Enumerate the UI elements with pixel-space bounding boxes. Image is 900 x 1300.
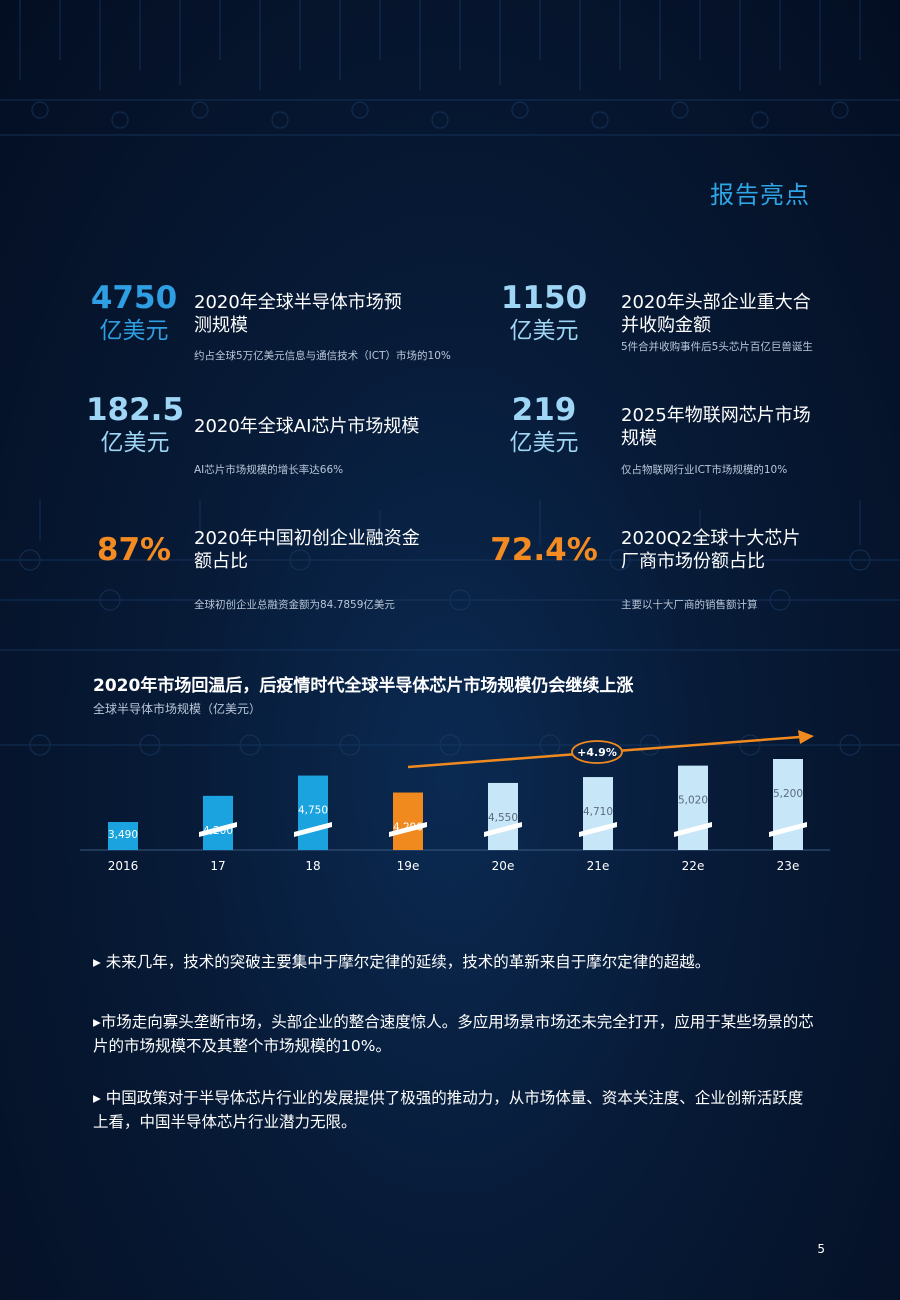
- page-title: 报告亮点: [710, 181, 810, 209]
- stat-iot-chip: 219 亿美元: [498, 392, 590, 458]
- stat-value: 87%: [96, 532, 172, 568]
- x-tick-label: 18: [305, 859, 320, 873]
- axis-break-mark: [579, 822, 617, 837]
- growth-label: +4.9%: [577, 746, 617, 759]
- bar-value-label: 3,490: [108, 829, 138, 841]
- bar-value-label: 4,710: [583, 806, 613, 818]
- stat-value: 219: [511, 392, 577, 428]
- page-number: 5: [817, 1242, 825, 1256]
- x-tick-label: 17: [210, 859, 225, 873]
- growth-badge: [571, 740, 623, 764]
- bullet-point: ▸ 中国政策对于半导体芯片行业的发展提供了极强的推动力，从市场体量、资本关注度、…: [93, 1089, 804, 1131]
- bullet-point: ▸ 未来几年，技术的突破主要集中于摩尔定律的延续，技术的革新来自于摩尔定律的超越…: [93, 953, 711, 971]
- stat-global-semiconductor: 4750 亿美元: [88, 280, 180, 346]
- trend-arrow-head: [798, 730, 814, 744]
- stat-note: 约占全球5万亿美元信息与通信技术（ICT）市场的10%: [194, 350, 451, 362]
- x-tick-label: 19e: [397, 859, 420, 873]
- x-tick-label: 21e: [587, 859, 610, 873]
- stat-headline: 2020年中国初创企业融资金额占比: [194, 528, 420, 572]
- stat-china-startup: 87%: [88, 532, 180, 568]
- x-tick-label: 23e: [777, 859, 800, 873]
- chart-ylabel: 全球半导体市场规模（亿美元）: [93, 702, 262, 716]
- axis-break-mark: [769, 822, 807, 837]
- stat-note: 全球初创企业总融资金额为84.7859亿美元: [194, 599, 395, 611]
- bar: [678, 765, 708, 850]
- bar: [393, 792, 423, 850]
- stat-unit: 亿美元: [509, 430, 579, 456]
- stat-unit: 亿美元: [99, 318, 169, 344]
- bullet-point: ▸市场走向寡头垄断市场，头部企业的整合速度惊人。多应用场景市场还未完全打开，应用…: [93, 1013, 814, 1055]
- stat-unit: 亿美元: [509, 318, 579, 344]
- bar-value-label: 5,020: [678, 795, 708, 807]
- stat-value: 1150: [500, 280, 588, 316]
- stat-note: 5件合并收购事件后5头芯片百亿巨兽诞生: [621, 341, 813, 353]
- stat-value: 182.5: [85, 392, 185, 428]
- bar: [298, 775, 328, 850]
- market-size-bar-chart: 3,490 2016 4,200 17 4,750 18 4,290 19e 4,550 20e 4…: [80, 730, 830, 873]
- bar-value-label: 4,550: [488, 812, 518, 824]
- stat-note: 主要以十大厂商的销售额计算: [621, 599, 758, 611]
- stat-unit: 亿美元: [100, 430, 170, 456]
- stat-value: 72.4%: [490, 532, 598, 568]
- stat-mergers: 1150 亿美元: [498, 280, 590, 346]
- chart-title: 2020年市场回温后，后疫情时代全球半导体芯片市场规模仍会继续上涨: [93, 676, 634, 696]
- bar: [773, 759, 803, 850]
- stat-headline: 2025年物联网芯片市场规模: [621, 405, 811, 449]
- stat-headline: 2020年全球AI芯片市场规模: [194, 416, 420, 437]
- bar-value-label: 4,200: [203, 825, 233, 837]
- bar-value-label: 4,750: [298, 805, 328, 817]
- axis-break-mark: [294, 822, 332, 837]
- stat-headline: 2020年头部企业重大合并收购金额: [621, 292, 811, 336]
- bar: [488, 782, 518, 850]
- x-tick-label: 20e: [492, 859, 515, 873]
- stat-value: 4750: [90, 280, 178, 316]
- x-tick-label: 22e: [682, 859, 705, 873]
- bar-value-label: 4,290: [393, 822, 423, 834]
- stat-headline: 2020年全球半导体市场预测规模: [194, 292, 402, 336]
- x-tick-label: 2016: [108, 859, 139, 873]
- bar-value-label: 5,200: [773, 788, 803, 800]
- axis-break-mark: [389, 822, 427, 837]
- stat-note: 仅占物联网行业ICT市场规模的10%: [621, 464, 788, 476]
- bar: [108, 822, 138, 850]
- stat-top10-share: 72.4%: [488, 532, 600, 568]
- stat-note: AI芯片市场规模的增长率达66%: [194, 464, 344, 476]
- axis-break-mark: [199, 822, 237, 837]
- stat-headline: 2020Q2全球十大芯片厂商市场份额占比: [621, 528, 801, 572]
- bar: [203, 795, 233, 850]
- bar: [583, 777, 613, 850]
- axis-break-mark: [484, 822, 522, 837]
- stat-ai-chip: 182.5 亿美元: [85, 392, 185, 458]
- axis-break-mark: [674, 822, 712, 837]
